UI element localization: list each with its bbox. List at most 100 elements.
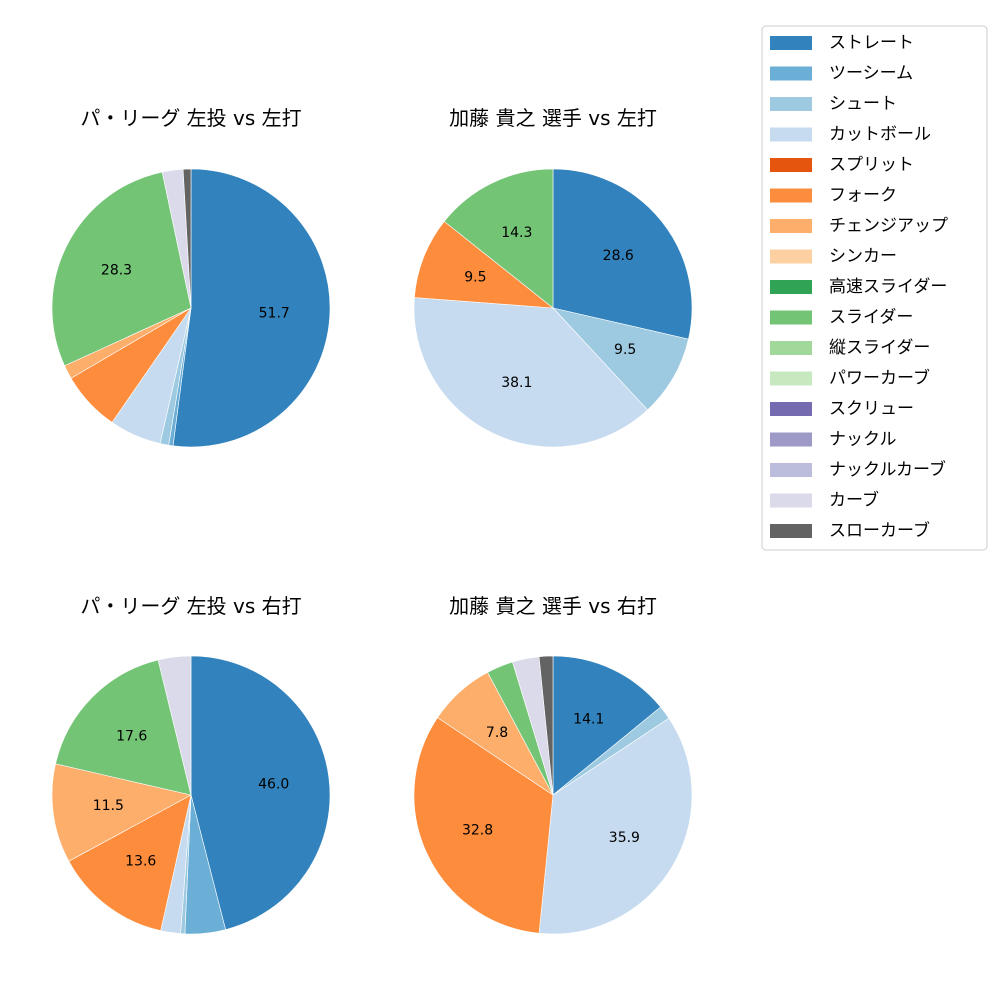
legend-swatch: [770, 341, 812, 355]
slice-label: 14.3: [501, 225, 532, 241]
pie-slice: [51, 763, 192, 862]
legend-item: フォーク: [770, 186, 897, 206]
pie-slice: [414, 221, 554, 309]
pie-slice: [413, 297, 648, 448]
pie-slice: [157, 655, 192, 796]
slice-label: 51.7: [259, 305, 290, 321]
legend-swatch: [770, 188, 812, 203]
legend-swatch: [770, 402, 812, 416]
legend-swatch: [770, 97, 812, 111]
legend-item: ツーシーム: [770, 64, 913, 84]
pie-chart-left-vs-right: パ・リーグ 左投 vs 右打 46.0 13.6 11.5 17.6: [51, 594, 331, 935]
pie-chart-left-vs-left: パ・リーグ 左投 vs 左打 51.7 28.3: [51, 106, 331, 448]
pie-slice: [182, 168, 192, 309]
pie-labels: 28.6 9.5 38.1 9.5 14.3: [464, 225, 636, 391]
slice-label: 35.9: [609, 830, 640, 846]
legend-swatch: [770, 310, 812, 325]
pie-slice: [172, 168, 331, 448]
slice-label: 9.5: [614, 342, 636, 358]
legend-label: スローカーブ: [829, 520, 930, 541]
slice-label: 38.1: [501, 375, 532, 391]
legend-label: スライダー: [829, 308, 913, 328]
legend-label: スクリュー: [829, 399, 914, 419]
pie-slice: [443, 168, 554, 309]
legend-swatch: [770, 36, 812, 50]
pie-slices: [51, 655, 331, 935]
legend-swatch: [770, 158, 812, 172]
pie-labels: 14.1 35.9 32.8 7.8: [462, 712, 640, 846]
slice-label: 13.6: [125, 854, 156, 870]
legend-item: ストレート: [770, 33, 914, 53]
legend-swatch: [770, 493, 812, 508]
legend-label: カットボール: [829, 125, 931, 145]
legend-item: ナックルカーブ: [770, 459, 946, 480]
legend-swatch: [770, 66, 812, 81]
legend-swatch: [770, 249, 812, 264]
legend-item: スローカーブ: [770, 520, 930, 541]
legend-item: 縦スライダー: [770, 338, 930, 358]
legend-item: シンカー: [770, 247, 897, 267]
legend-swatch: [770, 219, 812, 233]
legend-swatch: [770, 524, 812, 538]
slice-label: 14.1: [573, 712, 604, 728]
legend-item: 高速スライダー: [770, 277, 947, 297]
legend-label: ツーシーム: [829, 64, 913, 84]
chart-title: パ・リーグ 左投 vs 右打: [80, 594, 301, 618]
slice-label: 32.8: [462, 823, 493, 839]
legend-label: ナックルカーブ: [829, 459, 946, 480]
legend-frame: [761, 25, 988, 551]
chart-title: 加藤 貴之 選手 vs 左打: [449, 106, 657, 130]
pie-slice: [552, 168, 693, 340]
slice-label: 7.8: [486, 725, 508, 741]
pie-slice: [413, 717, 554, 934]
pie-labels: 51.7 28.3: [101, 262, 290, 321]
legend-swatch: [770, 371, 812, 386]
pie-labels: 46.0 13.6 11.5 17.6: [93, 728, 290, 869]
pie-slice: [190, 655, 331, 930]
slice-label: 17.6: [116, 728, 147, 744]
legend-item: カーブ: [770, 490, 879, 511]
slice-label: 9.5: [464, 270, 486, 286]
chart-title: パ・リーグ 左投 vs 左打: [80, 106, 301, 130]
pie-slice: [538, 655, 554, 796]
slice-label: 28.3: [101, 262, 132, 278]
legend-item: スライダー: [770, 308, 913, 328]
legend-item: カットボール: [770, 125, 931, 145]
legend-item: スプリット: [770, 155, 914, 175]
legend-label: 縦スライダー: [829, 338, 930, 358]
pie-slice: [55, 659, 192, 796]
legend-label: 高速スライダー: [829, 277, 947, 297]
legend-item: チェンジアップ: [770, 216, 948, 236]
legend-swatch: [770, 463, 812, 477]
pie-slice: [538, 717, 693, 935]
legend-label: ストレート: [829, 33, 914, 53]
legend-item: ナックル: [770, 430, 897, 450]
legend-label: ナックル: [829, 430, 897, 450]
legend-swatch: [770, 280, 812, 294]
legend-swatch: [770, 432, 812, 447]
pie-slices: [413, 168, 693, 448]
legend-label: パワーカーブ: [829, 368, 930, 389]
legend-label: カーブ: [829, 490, 879, 511]
slice-label: 11.5: [93, 798, 124, 814]
legend-label: チェンジアップ: [829, 216, 948, 236]
legend: ストレートツーシームシュートカットボールスプリットフォークチェンジアップシンカー…: [761, 25, 988, 551]
chart-title: 加藤 貴之 選手 vs 右打: [449, 594, 657, 618]
legend-label: フォーク: [829, 186, 897, 206]
legend-label: シュート: [829, 94, 897, 114]
legend-item: パワーカーブ: [770, 368, 930, 389]
pie-slice: [552, 655, 662, 796]
legend-item: シュート: [770, 94, 897, 114]
pie-slice: [51, 171, 192, 367]
legend-swatch: [770, 127, 812, 142]
pie-slice: [68, 794, 192, 932]
slice-label: 46.0: [258, 777, 289, 793]
pie-chart-kato-vs-right: 加藤 貴之 選手 vs 右打 14.1 35.9 32.8 7.8: [413, 594, 693, 935]
pie-slices: [413, 655, 693, 935]
pie-chart-kato-vs-left: 加藤 貴之 選手 vs 左打 28.6 9.5 38.1 9.5 14.3: [413, 106, 693, 448]
pie-slice: [552, 307, 689, 411]
slice-label: 28.6: [603, 248, 634, 264]
legend-label: シンカー: [829, 247, 897, 267]
legend-item: スクリュー: [770, 399, 914, 419]
